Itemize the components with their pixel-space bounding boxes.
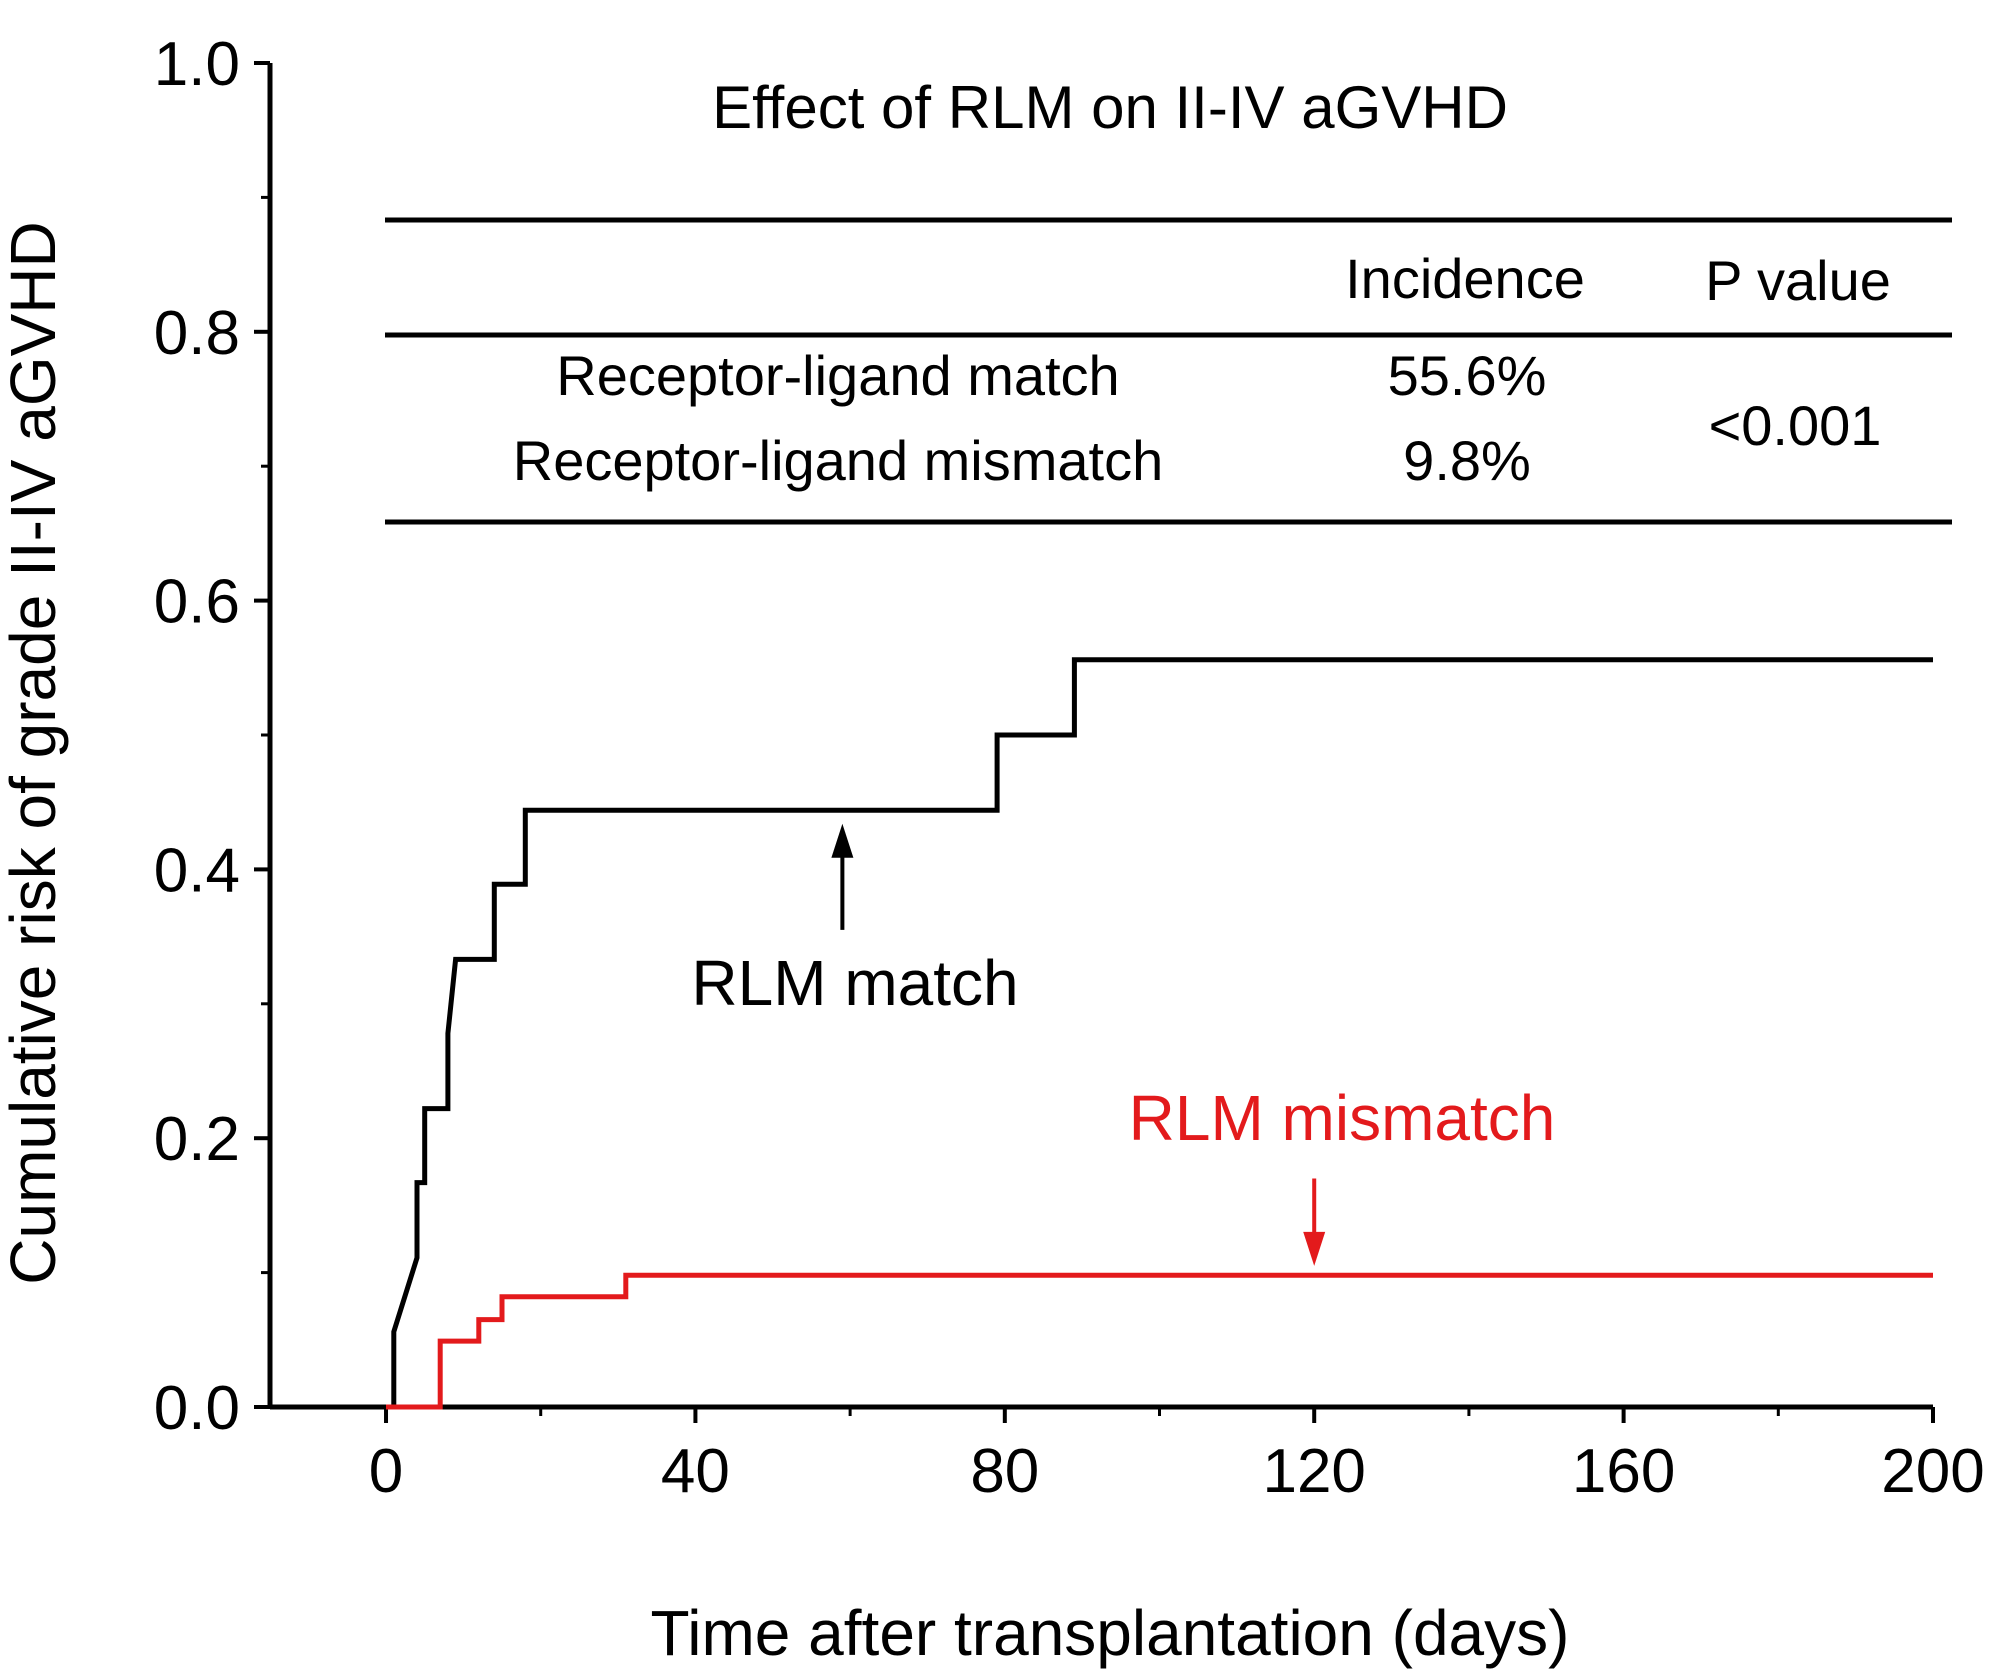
- x-tick-label: 160: [1572, 1437, 1675, 1506]
- table-header-p-value: P value: [1705, 249, 1891, 312]
- y-tick-label: 1.0: [154, 30, 240, 99]
- x-tick-label: 80: [970, 1437, 1039, 1506]
- rlm-match-curve: [386, 657, 1933, 1410]
- rlm-mismatch-curve: [386, 1272, 1933, 1410]
- y-tick-label: 0.2: [154, 1105, 240, 1174]
- table-row-label: Receptor-ligand match: [556, 344, 1119, 407]
- series-layer: [386, 657, 1933, 1410]
- axes: 0 40 80 120 160 200 0.0 0.2 0.4 0.6 0.8 1.0: [154, 30, 1985, 1506]
- table-p-value: <0.001: [1709, 394, 1882, 457]
- table-row-incidence: 9.8%: [1403, 429, 1531, 492]
- x-axis-title: Time after transplantation (days): [651, 1597, 1570, 1669]
- x-tick-label: 200: [1881, 1437, 1984, 1506]
- annotation-rlm-mismatch: RLM mismatch: [1129, 1082, 1556, 1266]
- chart-title: Effect of RLM on II-IV aGVHD: [712, 74, 1508, 141]
- rlm-match-label: RLM match: [691, 947, 1018, 1019]
- table-row-label: Receptor-ligand mismatch: [513, 429, 1163, 492]
- table-header-incidence: Incidence: [1345, 247, 1585, 310]
- y-tick-label: 0.4: [154, 836, 240, 905]
- x-tick-label: 120: [1262, 1437, 1365, 1506]
- annotation-rlm-match: RLM match: [691, 823, 1019, 1019]
- y-axis-title: Cumulative risk of grade II-IV aGVHD: [0, 221, 69, 1284]
- table-row-incidence: 55.6%: [1388, 344, 1547, 407]
- y-tick-label: 0.6: [154, 568, 240, 637]
- y-tick-label: 0.8: [154, 299, 240, 368]
- x-tick-label: 40: [661, 1437, 730, 1506]
- x-tick-label: 0: [369, 1437, 403, 1506]
- rlm-mismatch-arrowhead: [1303, 1231, 1326, 1266]
- y-tick-label: 0.0: [154, 1374, 240, 1443]
- inset-table: Incidence P value Receptor-ligand match …: [385, 217, 1952, 525]
- rlm-mismatch-label: RLM mismatch: [1129, 1082, 1556, 1154]
- rlm-match-arrowhead: [831, 823, 854, 858]
